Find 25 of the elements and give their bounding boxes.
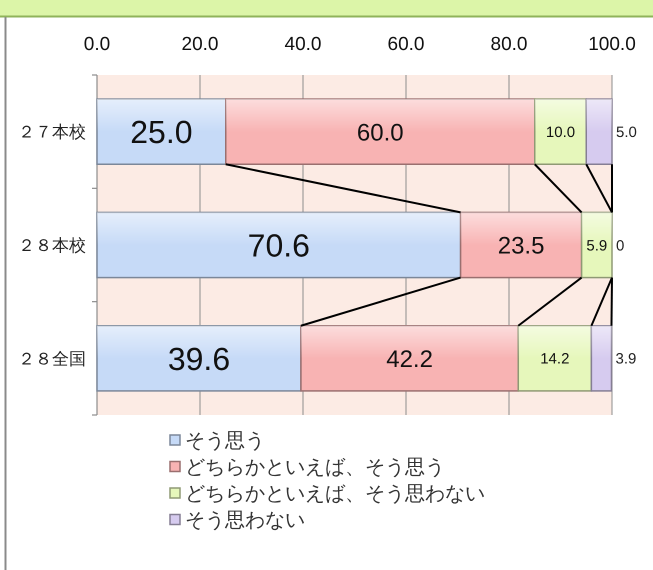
- legend-label: どちらかといえば、そう思う: [185, 456, 445, 478]
- data-label: 14.2: [540, 350, 570, 368]
- x-tick-label: 40.0: [284, 34, 322, 55]
- data-label: 0: [616, 237, 624, 254]
- y-tick-label: ２８全国: [18, 349, 86, 368]
- x-tick-label: 60.0: [388, 34, 424, 55]
- x-tick-label: 100.0: [588, 34, 636, 55]
- data-label: 70.6: [248, 228, 310, 264]
- x-tick-label: 0.0: [84, 34, 110, 55]
- legend-label: そう思う: [185, 430, 265, 452]
- data-label: 10.0: [546, 124, 576, 142]
- y-tick-label: ２７本校: [18, 122, 86, 142]
- data-label: 42.2: [386, 346, 433, 373]
- y-tick-label: ２８本校: [18, 236, 86, 255]
- data-label: 25.0: [130, 114, 193, 150]
- legend-label: どちらかといえば、そう思わない: [185, 483, 485, 505]
- data-label: 60.0: [356, 119, 404, 146]
- data-label: 39.6: [168, 340, 230, 377]
- data-label: 23.5: [498, 232, 544, 260]
- data-label: 5.0: [616, 124, 637, 142]
- x-tick-label: 20.0: [182, 34, 218, 55]
- legend-label: そう思わない: [185, 510, 305, 532]
- x-tick-label: 80.0: [490, 34, 528, 55]
- data-label: 3.9: [615, 350, 636, 368]
- data-label: 5.9: [586, 237, 608, 254]
